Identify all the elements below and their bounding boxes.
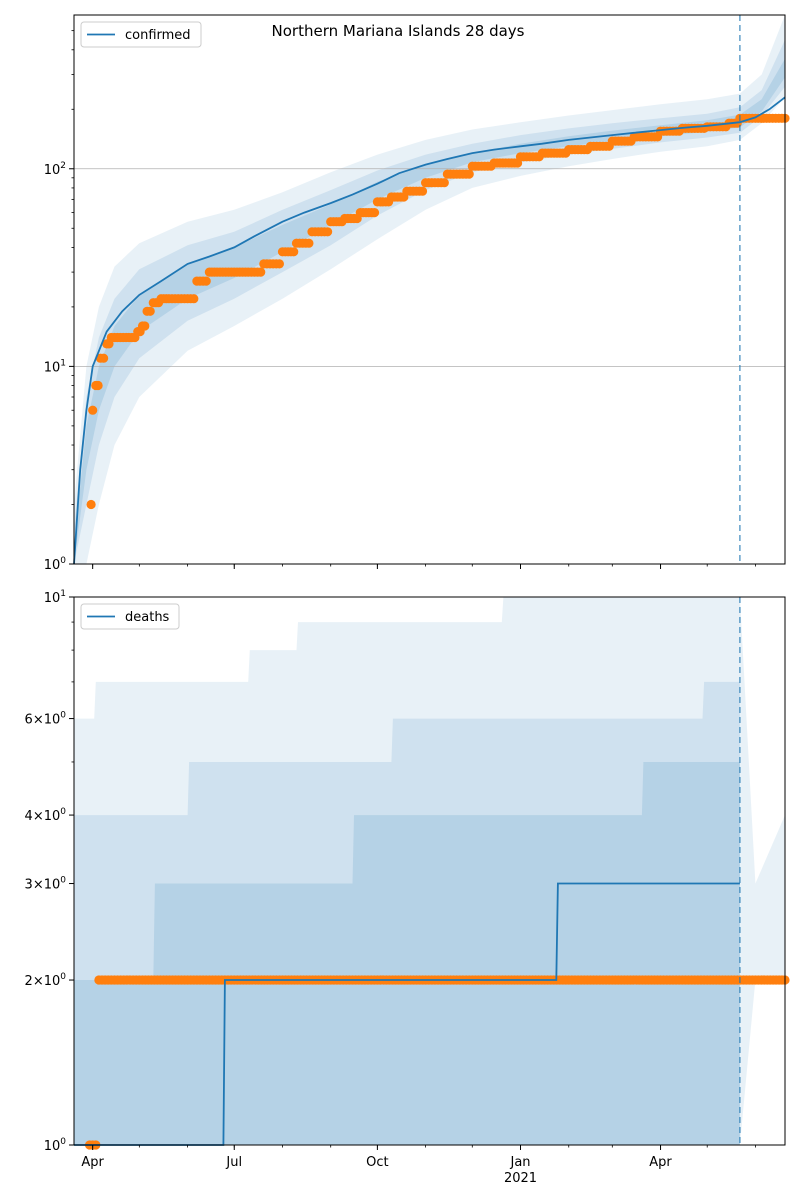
uncertainty-band-middle [74, 39, 785, 564]
legend-label-confirmed: confirmed [125, 28, 191, 43]
observed-point [289, 247, 299, 257]
uncertainty-band-outer [74, 15, 785, 564]
y-tick-label: 101 [44, 589, 66, 606]
confirmed-model-line [73, 96, 786, 565]
observed-point [189, 294, 199, 304]
observed-point [304, 238, 314, 248]
deaths-x-ticks: Apr Jul Oct Jan Apr 2021 [81, 1145, 756, 1186]
y-tick-label: 101 [44, 358, 66, 375]
observed-point [439, 178, 449, 188]
uncertainty-band-middle [74, 681, 740, 1145]
observed-point [369, 208, 380, 218]
confirmed-axes-frame [73, 14, 786, 565]
observed-point [274, 259, 284, 269]
observed-point [140, 321, 150, 331]
confirmed-x-ticks [92, 564, 756, 569]
x-tick-label: Oct [366, 1155, 388, 1170]
observed-point [323, 227, 333, 237]
x-tick-label: Jul [225, 1155, 242, 1170]
x-year-label: 2021 [504, 1171, 537, 1186]
model-line-confirmed [73, 96, 786, 565]
deaths-uncertainty-bands [74, 597, 785, 1145]
confirmed-legend: confirmed [80, 21, 202, 48]
confirmed-chart-panel: 100 101 102 Northern Mariana Islands 28 da… [44, 14, 790, 573]
deaths-axes-frame [73, 596, 786, 1146]
y-tick-label: 100 [44, 1137, 67, 1154]
deaths-legend: deaths [80, 603, 180, 630]
confirmed-y-ticks: 100 101 102 [44, 30, 74, 573]
observed-point [86, 499, 96, 510]
confirmed-gridlines [74, 168, 785, 367]
deaths-y-ticks: 100 2×100 3×100 4×100 6×100 101 [25, 589, 74, 1154]
observed-point [93, 380, 103, 391]
observed-point [145, 306, 155, 316]
confirmed-uncertainty-bands [74, 15, 785, 565]
observed-point [256, 267, 266, 277]
observed-point [99, 353, 109, 363]
observed-point [201, 276, 211, 286]
observed-point [88, 405, 98, 415]
y-tick-label: 6×100 [25, 711, 67, 728]
x-tick-label: Jan [509, 1155, 530, 1170]
x-tick-label: Apr [81, 1155, 104, 1170]
legend-label-deaths: deaths [125, 610, 170, 625]
y-tick-label: 3×100 [25, 876, 67, 893]
uncertainty-band-outer [74, 597, 785, 1145]
deaths-chart-panel: Apr Jul Oct Jan Apr 2021 100 2×100 3×100 4×100 6×… [25, 589, 790, 1186]
uncertainty-band-inner [74, 762, 740, 1145]
chart-title: Northern Mariana Islands 28 days [272, 22, 525, 40]
y-tick-label: 4×100 [25, 807, 67, 824]
observed-point [417, 186, 428, 196]
confirmed-observed-points [86, 113, 790, 510]
y-tick-label: 100 [44, 556, 67, 573]
y-tick-label: 2×100 [25, 972, 67, 989]
x-tick-label: Apr [649, 1155, 672, 1170]
observed-point [464, 169, 474, 179]
y-tick-label: 102 [44, 161, 66, 178]
